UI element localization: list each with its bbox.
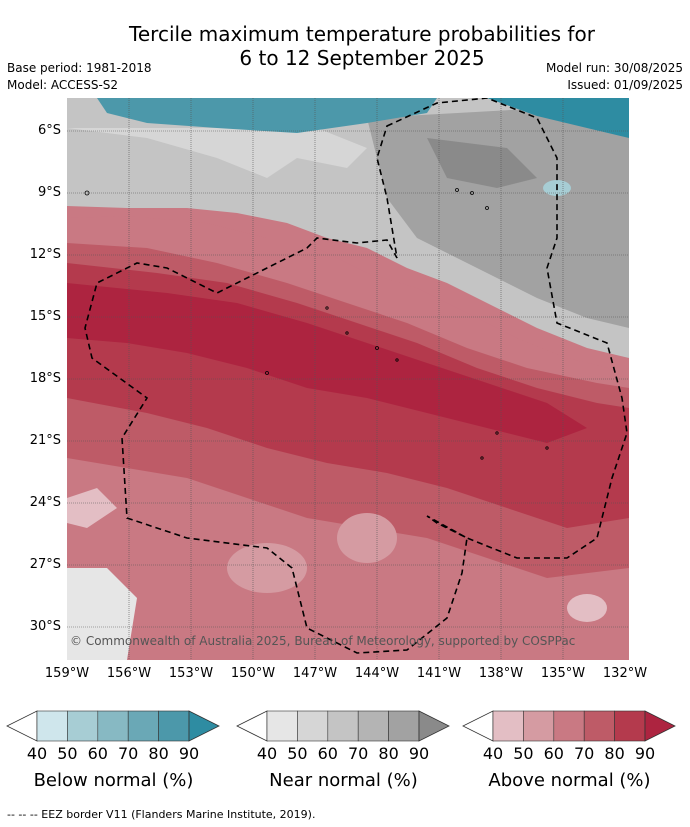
legend-tick: 80 [148,744,169,763]
legend-swatch [67,710,99,742]
legend-tick: 50 [513,744,534,763]
legend-tick: 60 [317,744,338,763]
legend-tick: 50 [287,744,308,763]
lon-label: 153°W [168,666,214,681]
legend-tick: 70 [574,744,595,763]
legend-swatch [614,710,646,742]
lat-label: 9°S [37,185,61,200]
below-normal-west [97,98,437,133]
legend-swatch [266,710,298,742]
legend-tick: 60 [87,744,108,763]
legend-tick: 90 [634,744,656,763]
legend-high-arrow [188,710,220,742]
legend-tick: 90 [408,744,430,763]
grid-lines [67,98,629,660]
legend-swatch [327,710,359,742]
near-normal-peak-region [427,138,537,188]
title-line-2: 6 to 12 September 2025 [239,46,485,70]
legend-low-arrow [462,710,494,742]
legend-tick: 70 [348,744,369,763]
lon-label: 141°W [416,666,462,681]
legend-swatch [388,710,420,742]
legend-swatch [553,710,585,742]
model-name: Model: ACCESS-S2 [7,78,119,92]
map-area [67,98,629,660]
lon-label: 159°W [44,666,90,681]
above-normal-90-region [67,283,587,443]
legend-title: Above normal (%) [488,770,651,791]
chart-title: Tercile maximum temperature probabilitie… [0,22,690,70]
title-line-1: Tercile maximum temperature probabilitie… [129,22,595,46]
legend-high-arrow [418,710,450,742]
legend-tick: 40 [256,744,278,763]
legend-tick: 60 [543,744,564,763]
lat-label: 21°S [29,433,61,448]
issued-date: Issued: 01/09/2025 [567,78,683,92]
near-normal-high-region [367,108,629,328]
legend-swatch [158,710,190,742]
lon-label: 144°W [354,666,400,681]
legend-2: 40 50 60 70 80 90 Above normal (%) [462,710,684,810]
legend-swatch [492,710,524,742]
above-normal-light-patch-1 [67,488,117,528]
legend-colorbar [6,710,220,742]
lon-label: 138°W [478,666,524,681]
legend-colorbar [236,710,450,742]
lon-label: 150°W [230,666,276,681]
near-normal-southwest [67,568,137,660]
lat-label: 27°S [29,557,61,572]
lat-label: 15°S [29,309,61,324]
legend-swatch [127,710,159,742]
eez-borders [84,98,628,654]
lat-label: 18°S [29,371,61,386]
lon-label: 147°W [292,666,338,681]
below-normal-east [487,98,629,138]
legend-0: 40 50 60 70 80 90 Below normal (%) [6,710,228,810]
lon-label: 135°W [540,666,586,681]
near-normal-low-region [67,128,367,178]
legend-low-arrow [236,710,268,742]
legend-tick: 80 [604,744,625,763]
legend-swatch [36,710,68,742]
copyright-notice: © Commonwealth of Australia 2025, Bureau… [70,634,576,648]
legend-tick: 50 [57,744,78,763]
legend-high-arrow [644,710,676,742]
legend-tick: 80 [378,744,399,763]
legend-swatch [583,710,615,742]
legend-tick: 70 [118,744,139,763]
legend-title: Near normal (%) [269,770,418,791]
lon-label: 156°W [106,666,152,681]
lat-label: 6°S [37,123,61,138]
legend-swatch [357,710,389,742]
lat-label: 12°S [29,247,61,262]
legend-colorbar [462,710,676,742]
above-normal-light-patch-3 [227,543,307,593]
legend-tick: 40 [26,744,48,763]
legend-tick: 90 [178,744,200,763]
legend-swatch [97,710,129,742]
lon-label: 132°W [602,666,648,681]
lat-label: 30°S [29,619,61,634]
above-normal-light-patch-2 [337,513,397,563]
model-run: Model run: 30/08/2025 [545,61,683,75]
legend-swatch [523,710,555,742]
islands [84,188,549,460]
base-period: Base period: 1981-2018 [7,61,152,75]
legend-tick: 40 [482,744,504,763]
legend-title: Below normal (%) [33,770,194,791]
above-normal-light-patch-4 [567,594,607,622]
legend-1: 40 50 60 70 80 90 Near normal (%) [236,710,458,810]
probability-map [67,98,629,660]
eez-footnote: -- -- -- EEZ border V11 (Flanders Marine… [7,808,316,821]
legend-low-arrow [6,710,38,742]
legend-swatch [297,710,329,742]
lat-label: 24°S [29,495,61,510]
